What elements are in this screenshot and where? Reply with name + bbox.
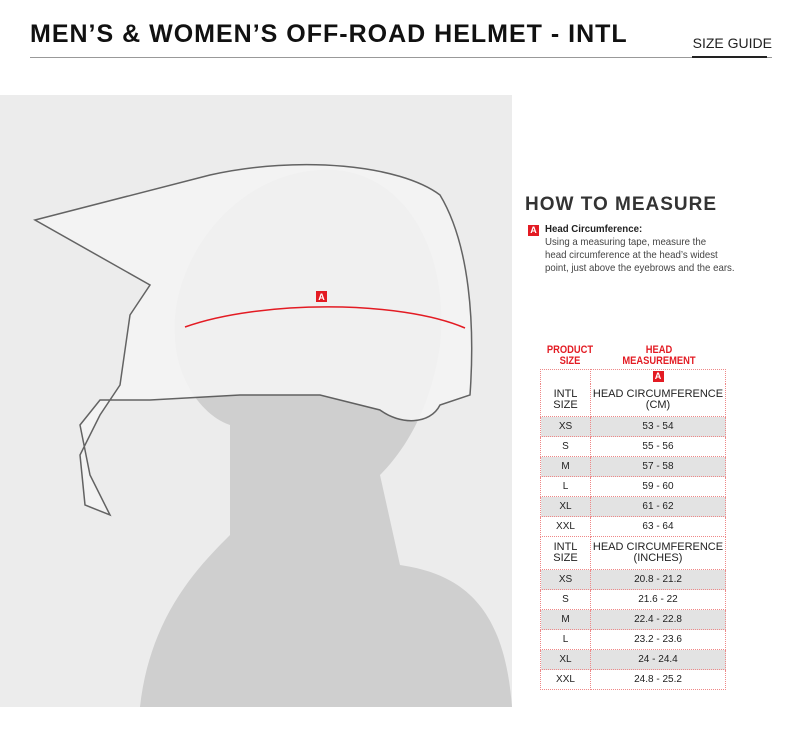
measurement-cell: 24.8 - 25.2 <box>590 669 726 690</box>
size-cell: XS <box>540 569 591 590</box>
table-row: S 55 - 56 <box>540 436 726 457</box>
table-row: XXL 63 - 64 <box>540 516 726 537</box>
divider <box>30 57 772 58</box>
how-to-measure-heading: HOW TO MEASURE <box>525 194 718 215</box>
measurement-cell: 23.2 - 23.6 <box>590 629 726 650</box>
table-row: L 23.2 - 23.6 <box>540 629 726 650</box>
table-row: M 57 - 58 <box>540 456 726 477</box>
measure-instructions: Head Circumference: Using a measuring ta… <box>545 223 735 274</box>
measurement-cell: 59 - 60 <box>590 476 726 497</box>
head-measurement-header: HEAD MEASUREMENT <box>622 344 696 367</box>
measurement-cell: 63 - 64 <box>590 516 726 537</box>
measurement-cell: 57 - 58 <box>590 456 726 477</box>
size-cell: S <box>540 589 591 610</box>
measurement-cell: 21.6 - 22 <box>590 589 726 610</box>
marker-a-badge: A <box>528 225 539 236</box>
size-cell: L <box>540 476 591 497</box>
size-cell: XL <box>540 496 591 517</box>
measurement-cell: 53 - 54 <box>590 416 726 437</box>
size-cell: XL <box>540 649 591 670</box>
table-row: XS 20.8 - 21.2 <box>540 569 726 590</box>
size-cell: XS <box>540 416 591 437</box>
size-guide-underline <box>692 56 767 58</box>
size-table: A INTL SIZE HEAD CIRCUMFERENCE (CM) XS 53 - … <box>540 369 726 690</box>
size-cell: XXL <box>540 669 591 690</box>
size-cell: M <box>540 609 591 630</box>
product-size-header: PRODUCT SIZE <box>546 344 594 367</box>
table-row: XL 61 - 62 <box>540 496 726 517</box>
size-cell: M <box>540 456 591 477</box>
size-cell: S <box>540 436 591 457</box>
marker-a-badge: A <box>652 371 664 383</box>
instruction-label: Head Circumference: <box>545 223 643 235</box>
size-guide-label: SIZE GUIDE <box>692 35 772 51</box>
table-subheader: INTL SIZE HEAD CIRCUMFERENCE (INCHES) <box>540 536 726 570</box>
table-row: XL 24 - 24.4 <box>540 649 726 670</box>
table-row: XXL 24.8 - 25.2 <box>540 669 726 690</box>
measurement-cell: 55 - 56 <box>590 436 726 457</box>
table-row: L 59 - 60 <box>540 476 726 497</box>
helmet-illustration: A <box>0 95 512 707</box>
size-cell: XXL <box>540 516 591 537</box>
page-title: MEN’S & WOMEN’S OFF-ROAD HELMET - INTL <box>30 20 628 48</box>
illustration-marker: A <box>318 292 325 302</box>
measurement-cell: 24 - 24.4 <box>590 649 726 670</box>
measurement-cell: 61 - 62 <box>590 496 726 517</box>
table-row: XS 53 - 54 <box>540 416 726 437</box>
measurement-cell: 20.8 - 21.2 <box>590 569 726 590</box>
table-subheader: INTL SIZE HEAD CIRCUMFERENCE (CM) <box>540 383 726 417</box>
size-cell: L <box>540 629 591 650</box>
table-row: M 22.4 - 22.8 <box>540 609 726 630</box>
measurement-cell: 22.4 - 22.8 <box>590 609 726 630</box>
table-row: S 21.6 - 22 <box>540 589 726 610</box>
